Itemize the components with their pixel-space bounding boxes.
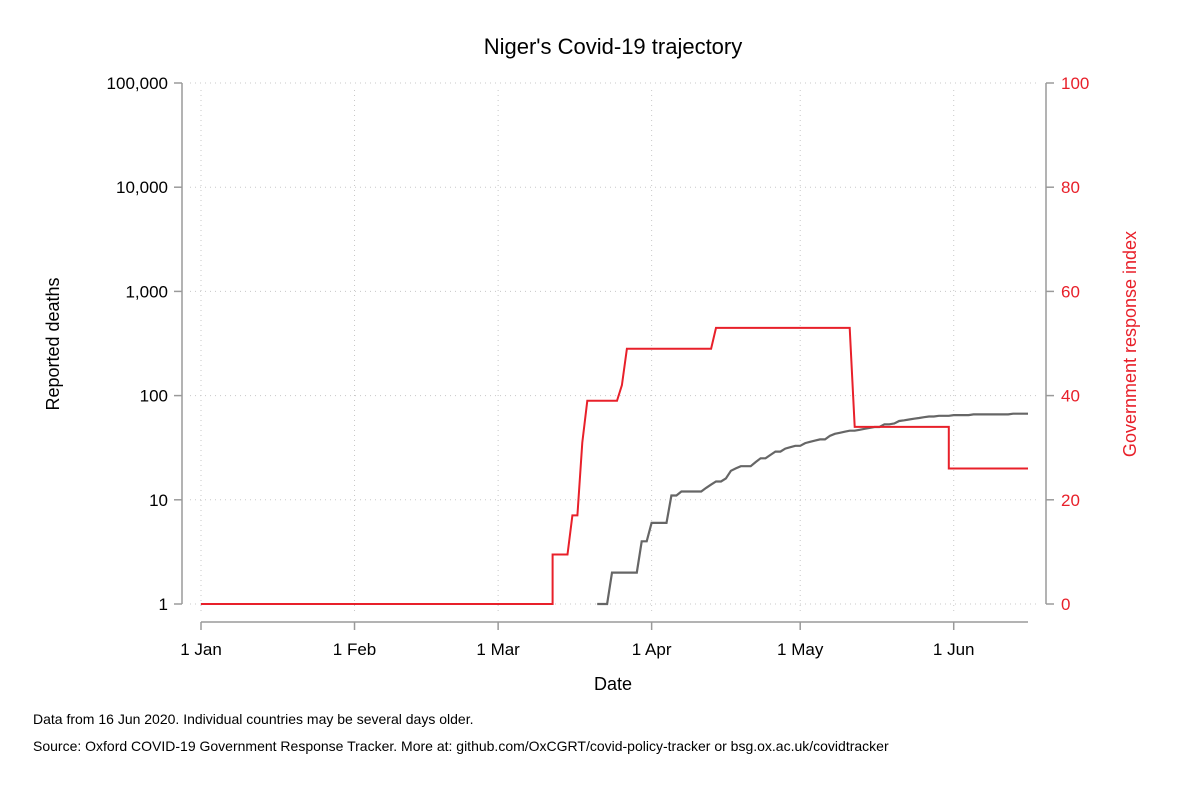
left-tick-label: 100	[140, 387, 168, 406]
right-tick-label: 0	[1061, 595, 1070, 614]
right-y-axis-label: Government response index	[1120, 231, 1140, 457]
right-tick-label: 40	[1061, 387, 1080, 406]
response-index-series-line	[201, 326, 1028, 605]
x-tick-label: 1 Apr	[632, 640, 672, 659]
x-axis-ticks: 1 Jan 1 Feb 1 Mar 1 Apr 1 May 1 Jun	[180, 622, 975, 659]
x-axis-label: Date	[594, 674, 632, 694]
grid-lines	[190, 82, 1040, 612]
right-tick-label: 100	[1061, 74, 1089, 93]
left-tick-label: 10,000	[116, 178, 168, 197]
left-y-axis-label: Reported deaths	[43, 277, 63, 410]
series-lines	[201, 326, 1028, 606]
x-tick-label: 1 May	[777, 640, 824, 659]
source-note: Source: Oxford COVID-19 Government Respo…	[33, 738, 889, 754]
x-tick-label: 1 Feb	[333, 640, 376, 659]
left-tick-label: 1,000	[125, 282, 168, 301]
right-axis-ticks: 0 20 40 60 80 100	[1046, 74, 1089, 614]
deaths-series-line	[597, 412, 1028, 606]
right-tick-label: 60	[1061, 282, 1080, 301]
chart-title: Niger's Covid-19 trajectory	[484, 34, 743, 59]
right-tick-label: 20	[1061, 491, 1080, 510]
left-axis-ticks: 1 10 100 1,000 10,000 100,000	[107, 74, 182, 614]
left-tick-label: 1	[159, 595, 168, 614]
right-tick-label: 80	[1061, 178, 1080, 197]
x-tick-label: 1 Jan	[180, 640, 222, 659]
axes	[181, 83, 1047, 623]
data-date-note: Data from 16 Jun 2020. Individual countr…	[33, 711, 474, 727]
x-tick-label: 1 Jun	[933, 640, 975, 659]
x-tick-label: 1 Mar	[476, 640, 520, 659]
left-tick-label: 100,000	[107, 74, 168, 93]
left-tick-label: 10	[149, 491, 168, 510]
